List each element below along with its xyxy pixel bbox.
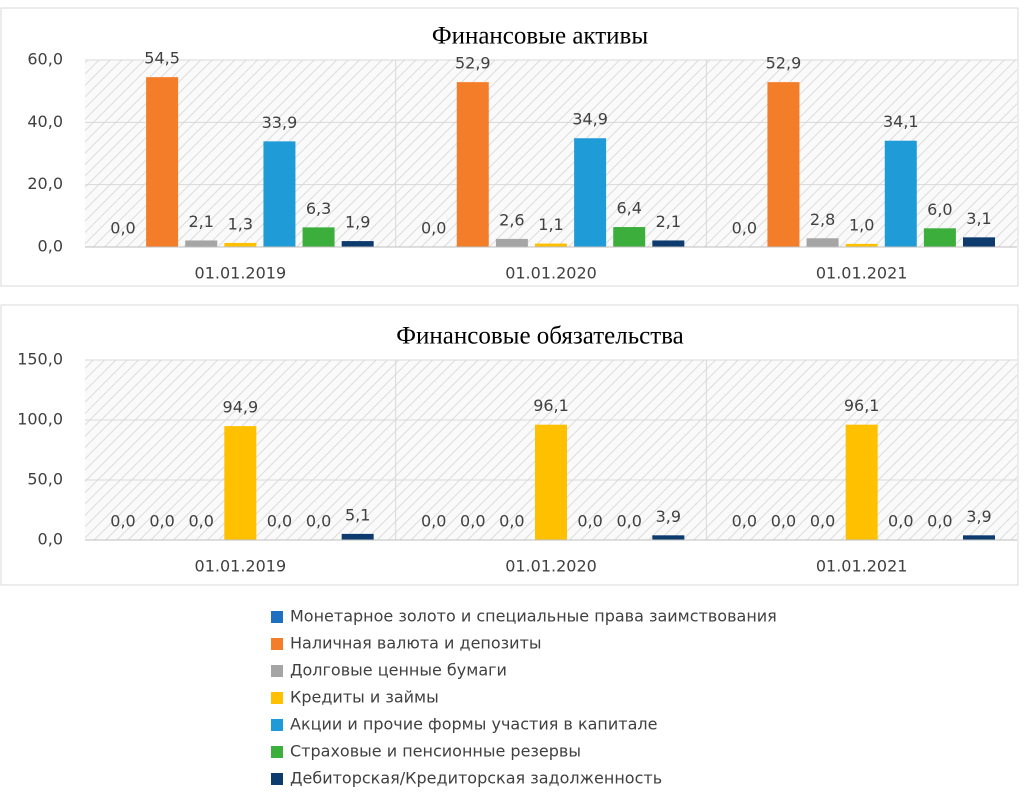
bar (806, 238, 839, 247)
y-tick-label: 50,0 (27, 470, 63, 489)
legend-label: Акции и прочие формы участия в капитале (290, 715, 657, 734)
data-label: 0,0 (188, 512, 213, 531)
y-tick-label: 0,0 (38, 237, 63, 256)
legend-label: Страховые и пенсионные резервы (290, 742, 581, 761)
plot-area (85, 60, 1017, 247)
data-label: 96,1 (844, 396, 880, 415)
data-label: 3,9 (966, 507, 991, 526)
bar: Дебиторская/Кредиторская задолженность (652, 535, 685, 540)
data-label: 0,0 (421, 512, 446, 531)
data-label: 34,9 (572, 110, 608, 129)
legend-label: Дебиторская/Кредиторская задолженность (290, 769, 662, 788)
x-tick-label: 01.01.2021 (816, 264, 908, 283)
bar (456, 82, 489, 248)
y-tick-label: 150,0 (17, 350, 63, 369)
data-label: 52,9 (455, 54, 491, 73)
legend-label: Монетарное золото и специальные права за… (290, 607, 777, 626)
data-label: 33,9 (262, 113, 298, 132)
bar: Кредиты и займы (845, 424, 878, 540)
data-label: 0,0 (577, 512, 602, 531)
bar (652, 240, 685, 247)
bar (884, 140, 917, 247)
data-label: 0,0 (499, 512, 524, 531)
data-label: 1,0 (849, 215, 874, 234)
data-label: 0,0 (732, 219, 757, 238)
bar (495, 238, 528, 247)
data-label: 52,9 (766, 54, 802, 73)
bar (146, 77, 179, 248)
bar (535, 243, 567, 247)
data-label: 0,0 (460, 512, 485, 531)
data-label: 0,0 (771, 512, 796, 531)
data-label: 2,1 (188, 212, 213, 231)
bar (845, 243, 878, 247)
bar (613, 227, 646, 247)
data-label: 0,0 (267, 512, 292, 531)
bar (767, 82, 800, 248)
legend-label: Кредиты и займы (290, 688, 439, 707)
bar: Кредиты и займы (224, 426, 257, 540)
data-label: 0,0 (888, 512, 913, 531)
data-label: 0,0 (927, 512, 952, 531)
y-tick-label: 20,0 (27, 174, 63, 193)
data-label: 0,0 (306, 512, 331, 531)
data-label: 3,1 (966, 209, 991, 228)
bar (302, 227, 335, 247)
data-label: 1,1 (538, 215, 563, 234)
y-tick-label: 60,0 (27, 50, 63, 69)
bar (963, 237, 995, 247)
data-label: 96,1 (533, 396, 569, 415)
bar (574, 138, 607, 247)
legend-swatch (271, 719, 283, 731)
legend-label: Наличная валюта и депозиты (290, 634, 542, 653)
chart-title: Финансовые обязательства (396, 323, 683, 350)
bar: Кредиты и займы (535, 424, 567, 540)
bar (923, 228, 956, 247)
legend-swatch (271, 611, 283, 623)
x-tick-label: 01.01.2019 (195, 264, 287, 283)
bar (224, 242, 257, 247)
bar (263, 141, 296, 247)
data-label: 0,0 (616, 512, 641, 531)
data-label: 2,8 (810, 210, 835, 229)
data-label: 54,5 (144, 49, 180, 68)
data-label: 0,0 (110, 512, 135, 531)
bar (341, 241, 374, 247)
legend-swatch (271, 638, 283, 650)
data-label: 0,0 (421, 219, 446, 238)
data-label: 6,4 (616, 199, 641, 218)
data-label: 6,3 (306, 199, 331, 218)
data-label: 1,3 (228, 214, 253, 233)
data-label: 1,9 (345, 213, 370, 232)
bar (185, 240, 218, 247)
data-label: 2,6 (499, 210, 524, 229)
data-label: 3,9 (656, 507, 681, 526)
data-label: 2,1 (656, 212, 681, 231)
chart-title: Финансовые активы (432, 23, 649, 50)
data-label: 0,0 (149, 512, 174, 531)
bar: Дебиторская/Кредиторская задолженность (963, 535, 995, 540)
legend-swatch (271, 692, 283, 704)
y-tick-label: 100,0 (17, 410, 63, 429)
data-label: 34,1 (883, 112, 919, 131)
y-tick-label: 40,0 (27, 112, 63, 131)
legend-label: Долговые ценные бумаги (290, 661, 507, 680)
data-label: 5,1 (345, 505, 370, 524)
data-label: 0,0 (810, 512, 835, 531)
bar: Дебиторская/Кредиторская задолженность (341, 533, 374, 540)
data-label: 0,0 (110, 219, 135, 238)
x-tick-label: 01.01.2020 (505, 557, 597, 576)
legend-swatch (271, 665, 283, 677)
y-tick-label: 0,0 (38, 530, 63, 549)
data-label: 6,0 (927, 200, 952, 219)
x-tick-label: 01.01.2020 (505, 264, 597, 283)
legend-swatch (271, 773, 283, 785)
data-label: 0,0 (732, 512, 757, 531)
data-label: 94,9 (223, 398, 259, 417)
x-tick-label: 01.01.2021 (816, 557, 908, 576)
legend-swatch (271, 746, 283, 758)
x-tick-label: 01.01.2019 (195, 557, 287, 576)
